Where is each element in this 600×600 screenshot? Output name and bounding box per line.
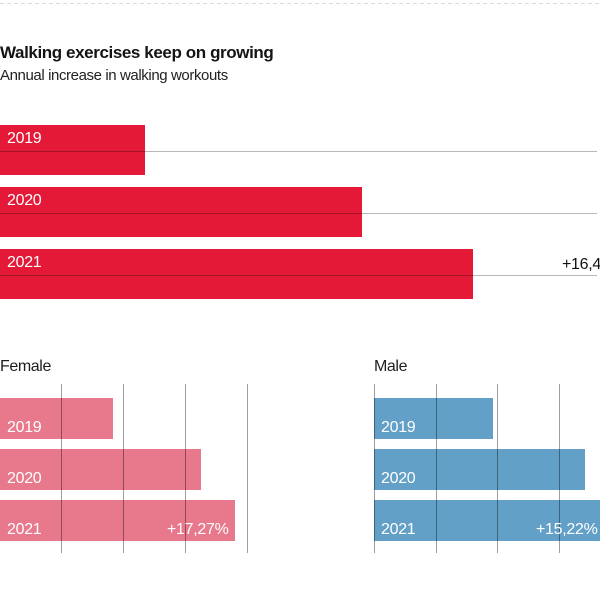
overall-bar-label-2020: 2020 [7, 192, 42, 209]
male-bar-2020 [374, 449, 585, 490]
overall-gridline-2019 [0, 151, 597, 152]
overall-bar-2020 [0, 187, 362, 237]
male-bar-2019 [374, 398, 493, 439]
male-gridline-1 [374, 384, 375, 553]
female-value-label-2021: +17,27% [167, 521, 229, 538]
male-gridline-2 [436, 384, 437, 553]
female-gridline-4 [247, 384, 248, 553]
female-bar-label-2020: 2020 [7, 470, 42, 487]
top-dashed-rule [0, 3, 600, 4]
page-subtitle: Annual increase in walking workouts [0, 67, 228, 84]
female-gridline-2 [123, 384, 124, 553]
male-bar-label-2019: 2019 [381, 419, 416, 436]
overall-bar-label-2019: 2019 [7, 130, 42, 147]
female-gridline-1 [61, 384, 62, 553]
overall-bar-label-2021: 2021 [7, 254, 42, 271]
male-bar-label-2021: 2021 [381, 521, 416, 538]
overall-gridline-2020 [0, 213, 597, 214]
overall-bar-2019 [0, 125, 145, 175]
female-gridline-3 [185, 384, 186, 553]
female-bar-label-2019: 2019 [7, 419, 42, 436]
overall-bar-2021 [0, 249, 473, 299]
male-bar-2021 [374, 500, 600, 541]
male-gridline-4 [559, 384, 560, 553]
female-bar-2021 [0, 500, 235, 541]
overall-value-label-2021: +16,4 [562, 256, 600, 273]
female-chart-title: Female [0, 358, 51, 375]
male-chart-title: Male [374, 358, 408, 375]
overall-gridline-2021 [0, 275, 597, 276]
female-bar-label-2021: 2021 [7, 521, 42, 538]
female-bar-2019 [0, 398, 113, 439]
male-bar-label-2020: 2020 [381, 470, 416, 487]
female-bar-2020 [0, 449, 201, 490]
page-title: Walking exercises keep on growing [0, 43, 274, 62]
male-value-label-2021: +15,22% [536, 521, 598, 538]
male-gridline-3 [497, 384, 498, 553]
